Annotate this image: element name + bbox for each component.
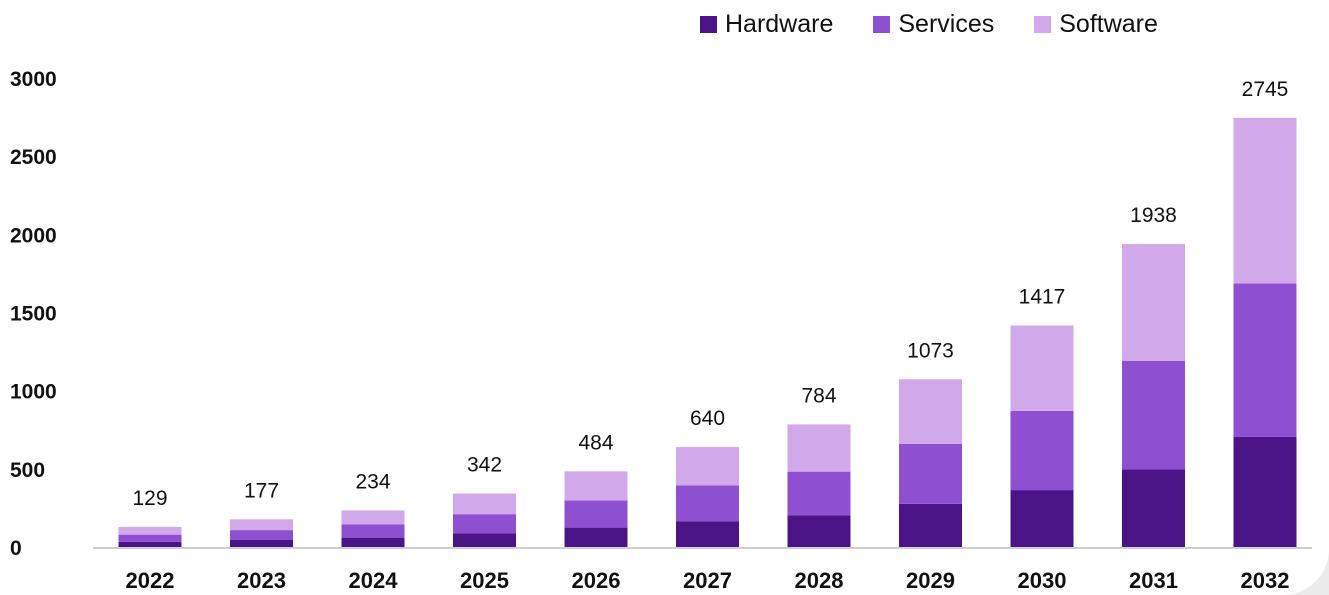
bar-segment-software — [676, 446, 739, 486]
y-tick-label: 500 — [10, 459, 45, 482]
x-tick-label: 2030 — [1018, 568, 1067, 593]
x-tick-label: 2023 — [237, 568, 286, 593]
bar-segment-software — [899, 379, 962, 444]
bar-total-label: 784 — [801, 384, 836, 407]
x-tick-label: 2025 — [460, 568, 509, 593]
legend-label-services: Services — [898, 10, 995, 38]
x-tick-label: 2024 — [349, 568, 399, 593]
bar-total-label: 342 — [467, 454, 502, 477]
y-tick-label: 1500 — [10, 303, 57, 326]
bar-segment-software — [787, 424, 851, 472]
bar-total-label: 484 — [578, 431, 613, 454]
bar-total-label: 640 — [690, 407, 725, 430]
bar-segment-services — [564, 500, 628, 528]
bar-segment-software — [118, 526, 182, 535]
y-tick-label: 2500 — [10, 146, 57, 169]
legend-label-hardware: Hardware — [725, 10, 834, 38]
y-tick-label: 2000 — [10, 224, 57, 247]
bar-segment-services — [676, 485, 739, 522]
legend-swatch-hardware — [700, 16, 717, 33]
x-tick-label: 2032 — [1241, 568, 1290, 593]
bar-segment-services — [1233, 283, 1297, 437]
bar-total-label: 2745 — [1242, 78, 1289, 101]
legend: Hardware Services Software — [700, 10, 1158, 39]
bar-total-label: 177 — [244, 479, 279, 502]
bar-segment-hardware — [676, 521, 739, 547]
bar-segment-hardware — [118, 541, 182, 547]
bar-segment-hardware — [341, 537, 405, 547]
bar-segment-hardware — [899, 503, 962, 547]
bar-segment-services — [118, 534, 182, 542]
bar-total-label: 1073 — [907, 339, 954, 362]
x-tick-label: 2026 — [572, 568, 621, 593]
bar-segment-hardware — [230, 539, 293, 547]
bar-segment-services — [453, 514, 516, 534]
bar-segment-hardware — [564, 527, 628, 547]
bar-total-label: 129 — [132, 487, 167, 510]
bar-segment-hardware — [1233, 436, 1297, 547]
legend-swatch-software — [1034, 16, 1052, 33]
bar-segment-services — [787, 471, 851, 516]
legend-label-software: Software — [1059, 10, 1158, 38]
bar-segment-software — [453, 493, 516, 515]
bar-segment-services — [230, 530, 293, 540]
bar-segment-software — [1233, 117, 1297, 284]
bar-segment-services — [1010, 410, 1074, 491]
bar-segment-services — [1122, 360, 1185, 470]
bar-segment-software — [341, 510, 405, 525]
bar-segment-services — [341, 524, 405, 538]
bar-total-label: 1938 — [1130, 204, 1177, 227]
legend-item-services: Services — [873, 10, 994, 39]
y-tick-label: 1000 — [10, 381, 57, 404]
bar-segment-hardware — [1122, 469, 1185, 547]
bar-segment-software — [230, 519, 293, 531]
y-tick-label: 3000 — [10, 68, 57, 91]
legend-item-software: Software — [1034, 10, 1158, 39]
legend-swatch-services — [873, 16, 891, 33]
bar-segment-services — [899, 443, 962, 504]
bar-segment-software — [1122, 244, 1185, 361]
x-tick-label: 2029 — [906, 568, 955, 593]
bar-segment-hardware — [787, 515, 851, 547]
bar-segment-software — [1010, 325, 1074, 411]
bar-segment-hardware — [453, 533, 516, 547]
x-tick-label: 2022 — [126, 568, 175, 593]
x-tick-label: 2027 — [683, 568, 732, 593]
bar-segment-software — [564, 471, 628, 501]
y-tick-label: 0 — [10, 537, 22, 560]
legend-item-hardware: Hardware — [700, 10, 833, 39]
bar-total-label: 234 — [355, 470, 390, 493]
x-tick-label: 2031 — [1129, 568, 1178, 593]
x-tick-label: 2028 — [795, 568, 844, 593]
bar-total-label: 1417 — [1019, 285, 1066, 308]
bar-segment-hardware — [1010, 490, 1074, 547]
